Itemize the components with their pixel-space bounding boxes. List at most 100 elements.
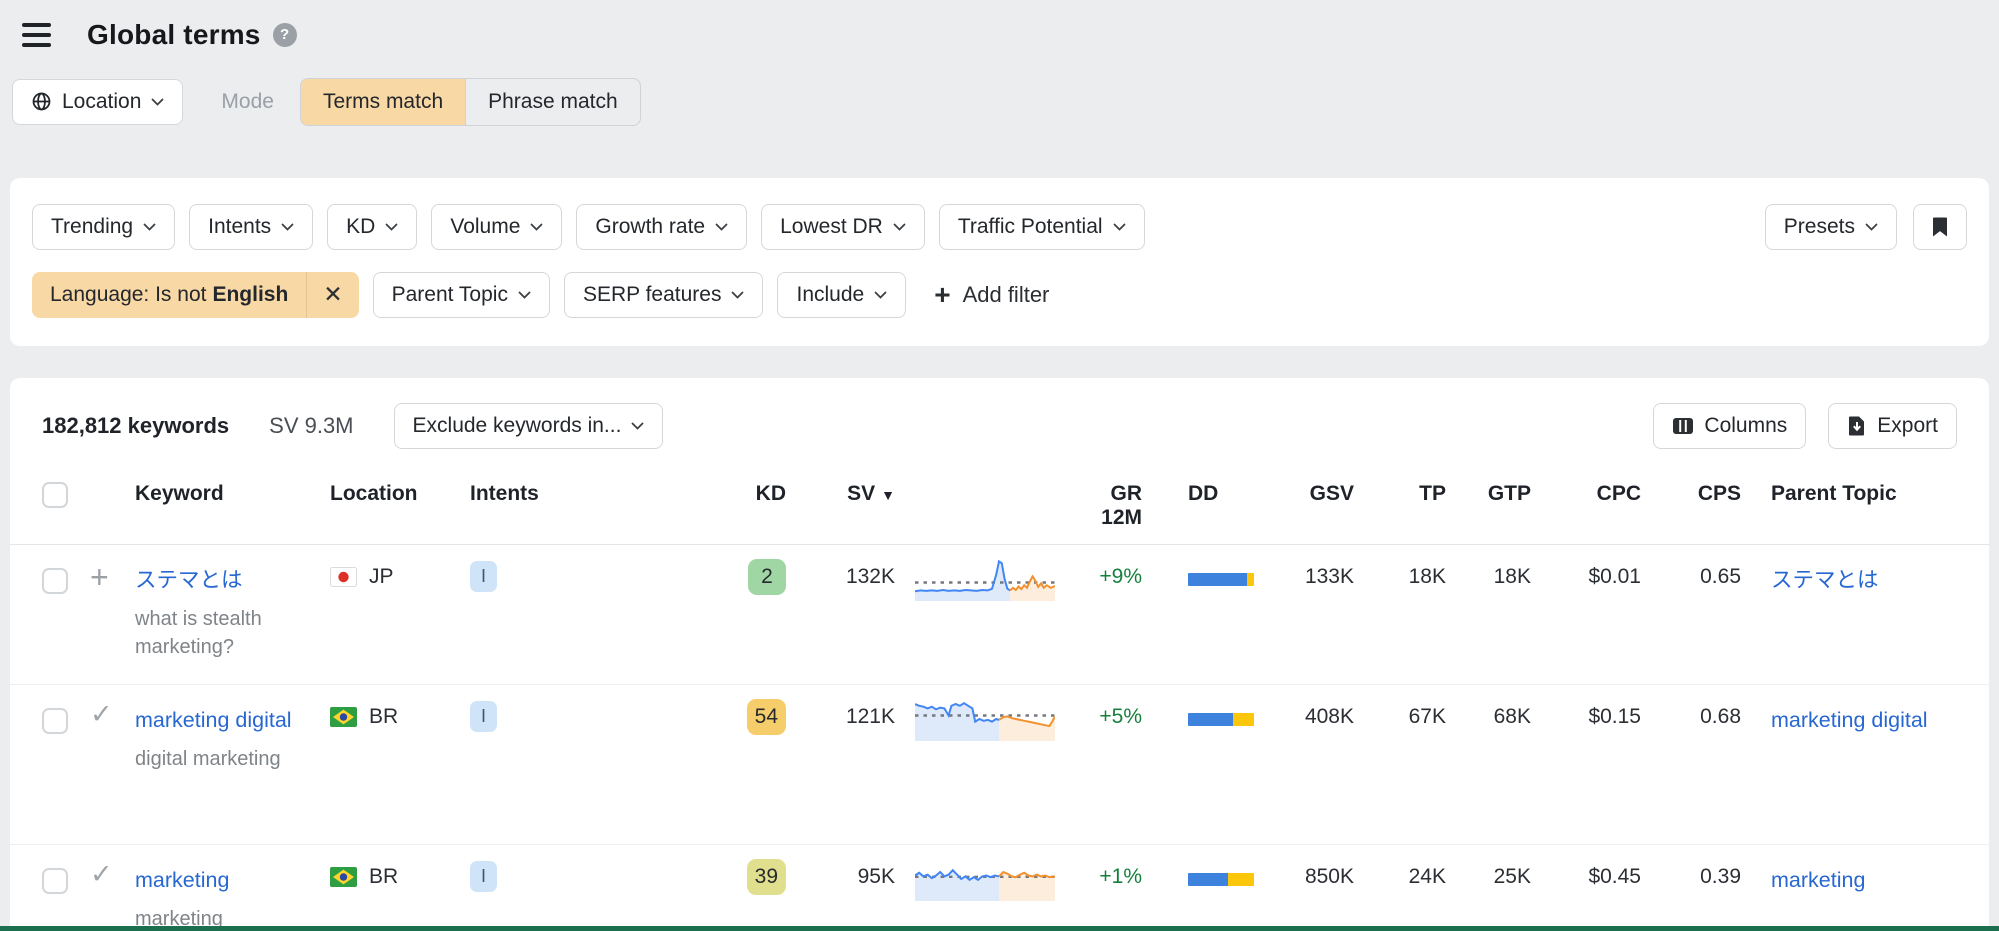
filter-dropdown-lowest-dr[interactable]: Lowest DR (761, 203, 925, 250)
filter-dropdown-growth-rate[interactable]: Growth rate (576, 203, 748, 250)
col-header-cpc[interactable]: CPC (1596, 481, 1641, 505)
cps-value: 0.65 (1700, 564, 1741, 588)
columns-label: Columns (1704, 413, 1788, 437)
keyword-translation: what is stealth marketing? (135, 607, 262, 658)
row-checkbox-cell (42, 545, 90, 684)
location-dropdown[interactable]: Location (12, 78, 184, 125)
toolbar: Location Mode Terms match Phrase match (12, 77, 1999, 126)
help-icon[interactable]: ? (272, 22, 297, 47)
col-header-cps[interactable]: CPS (1697, 481, 1741, 505)
presets-dropdown[interactable]: Presets (1764, 203, 1897, 250)
keyword-link[interactable]: ステマとは (135, 567, 243, 592)
keywords-count: 182,812 keywords (42, 412, 230, 438)
filter-dropdown-include[interactable]: Include (777, 271, 907, 318)
col-header-parent-topic[interactable]: Parent Topic (1771, 481, 1897, 505)
device-distribution-bar (1188, 572, 1254, 586)
select-all-checkbox[interactable] (42, 481, 68, 508)
row-checkbox[interactable] (42, 567, 68, 594)
col-header-tp[interactable]: TP (1419, 481, 1446, 505)
col-header-sv[interactable]: SV ▼ (800, 482, 915, 530)
location-code: JP (369, 564, 394, 588)
gr12m-value: +1% (1099, 864, 1142, 888)
table-row: ✓ marketing marketing BR I 39 95K +1% 850K 24K 25K… (10, 845, 1989, 931)
filter-label: Include (796, 282, 865, 306)
chevron-down-icon (632, 422, 644, 430)
add-filter-label: Add filter (962, 281, 1050, 307)
table-body: + ステマとは what is stealth marketing? JP I 2 132K… (10, 545, 1989, 931)
col-header-dd[interactable]: DD (1188, 481, 1219, 505)
sv-value: 95K (857, 864, 895, 888)
filter-label: Growth rate (595, 214, 706, 238)
chevron-down-icon (281, 223, 294, 231)
add-keyword-icon[interactable]: + (90, 558, 109, 595)
export-button[interactable]: Export (1828, 402, 1957, 449)
mode-label: Mode (221, 89, 274, 113)
filter-label: SERP features (582, 282, 722, 306)
globe-icon (32, 93, 51, 111)
sv-value: 132K (845, 564, 895, 588)
col-header-gtp[interactable]: GTP (1487, 481, 1531, 505)
filter-dropdown-kd[interactable]: KD (327, 203, 418, 250)
intent-badge: I (470, 560, 497, 592)
keyword-cell: marketing marketing (135, 845, 315, 931)
flag-jp-icon (330, 566, 357, 587)
row-checkbox[interactable] (42, 707, 68, 734)
stats-row: 182,812 keywords SV 9.3M Exclude keyword… (10, 396, 1989, 456)
col-header-intents[interactable]: Intents (470, 481, 539, 505)
dd-cell (1150, 845, 1265, 931)
cpc-value: $0.01 (1588, 564, 1641, 588)
filter-dropdown-serp-features[interactable]: SERP features (563, 271, 764, 318)
filter-label: Intents (208, 214, 272, 238)
keyword-link[interactable]: marketing digital (135, 707, 292, 732)
tp-value: 24K (1408, 864, 1446, 888)
row-checkbox-cell (42, 685, 90, 844)
terms-match-tab[interactable]: Terms match (300, 78, 466, 125)
col-header-gr12m[interactable]: GR 12M (1101, 481, 1142, 529)
parent-topic-link[interactable]: marketing digital (1771, 707, 1928, 732)
col-header-location[interactable]: Location (330, 481, 418, 505)
keyword-link[interactable]: marketing (135, 867, 230, 892)
location-cell: JP (330, 545, 470, 684)
add-filter-button[interactable]: + Add filter (934, 280, 1050, 309)
active-filter-chip-language: Language: Is not English ✕ (32, 271, 359, 318)
parent-topic-link[interactable]: marketing (1771, 867, 1866, 892)
bookmark-button[interactable] (1913, 203, 1967, 250)
kd-badge: 39 (746, 858, 786, 895)
parent-topic-link[interactable]: ステマとは (1771, 567, 1879, 592)
chevron-down-icon (530, 223, 543, 231)
col-header-keyword[interactable]: Keyword (135, 481, 224, 505)
table-row: + ステマとは what is stealth marketing? JP I 2 132K… (10, 545, 1989, 685)
filter-label: Lowest DR (780, 214, 883, 238)
chevron-down-icon (152, 98, 164, 106)
filter-dropdown-intents[interactable]: Intents (189, 203, 314, 250)
filter-dropdown-trending[interactable]: Trending (32, 203, 176, 250)
filter-dropdown-volume[interactable]: Volume (431, 203, 563, 250)
export-label: Export (1877, 413, 1938, 437)
cpc-value: $0.45 (1588, 864, 1641, 888)
chip-label[interactable]: Language: Is not English (32, 272, 306, 318)
location-cell: BR (330, 845, 470, 931)
sv-label: SV (847, 481, 876, 505)
select-all-checkbox-cell (42, 481, 90, 530)
page-title: Global terms (87, 18, 261, 50)
col-header-kd[interactable]: KD (755, 481, 786, 505)
hamburger-menu-icon[interactable] (22, 22, 51, 47)
gtp-value: 68K (1493, 704, 1531, 728)
tp-value: 67K (1408, 704, 1446, 728)
exclude-label: Exclude keywords in... (412, 413, 622, 437)
filter-dropdown-parent-topic[interactable]: Parent Topic (372, 271, 550, 318)
tp-value: 18K (1408, 564, 1446, 588)
remove-filter-button[interactable]: ✕ (306, 271, 358, 318)
chevron-down-icon (893, 223, 906, 231)
device-distribution-bar (1188, 872, 1254, 886)
exclude-keywords-dropdown[interactable]: Exclude keywords in... (393, 402, 664, 449)
in-list-check-icon: ✓ (90, 858, 113, 889)
columns-button[interactable]: Columns (1653, 402, 1807, 449)
sv-trend-sparkline (914, 701, 1056, 741)
col-header-gsv[interactable]: GSV (1309, 481, 1354, 505)
filter-dropdown-traffic-potential[interactable]: Traffic Potential (938, 203, 1145, 250)
window-bottom-edge (0, 926, 1999, 931)
row-checkbox[interactable] (42, 867, 68, 894)
phrase-match-tab[interactable]: Phrase match (465, 78, 640, 125)
